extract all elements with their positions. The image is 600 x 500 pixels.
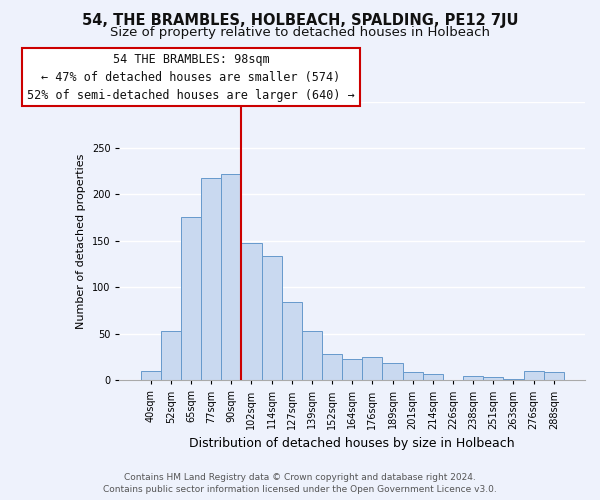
Bar	[302, 331, 322, 380]
Bar	[524, 371, 544, 380]
Bar	[463, 376, 483, 380]
Bar	[221, 174, 241, 380]
Bar	[281, 302, 302, 380]
Text: Contains HM Land Registry data © Crown copyright and database right 2024.
Contai: Contains HM Land Registry data © Crown c…	[103, 473, 497, 494]
Bar	[181, 216, 201, 380]
Bar	[140, 371, 161, 380]
Bar	[201, 178, 221, 380]
Bar	[423, 374, 443, 380]
Bar	[241, 242, 262, 380]
Bar	[262, 256, 281, 380]
Text: Size of property relative to detached houses in Holbeach: Size of property relative to detached ho…	[110, 26, 490, 39]
Text: 54 THE BRAMBLES: 98sqm
← 47% of detached houses are smaller (574)
52% of semi-de: 54 THE BRAMBLES: 98sqm ← 47% of detached…	[27, 52, 355, 102]
Bar	[161, 331, 181, 380]
Bar	[322, 354, 342, 380]
Bar	[544, 372, 564, 380]
Text: 54, THE BRAMBLES, HOLBEACH, SPALDING, PE12 7JU: 54, THE BRAMBLES, HOLBEACH, SPALDING, PE…	[82, 12, 518, 28]
Bar	[403, 372, 423, 380]
Bar	[382, 362, 403, 380]
Bar	[362, 357, 382, 380]
X-axis label: Distribution of detached houses by size in Holbeach: Distribution of detached houses by size …	[190, 437, 515, 450]
Bar	[483, 378, 503, 380]
Bar	[342, 359, 362, 380]
Y-axis label: Number of detached properties: Number of detached properties	[76, 153, 86, 328]
